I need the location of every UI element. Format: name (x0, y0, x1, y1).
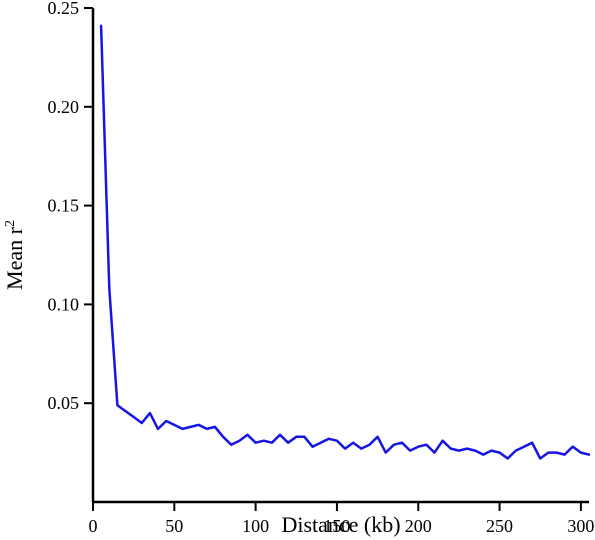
x-tick-label: 250 (486, 516, 513, 536)
series-line (99, 24, 591, 460)
y-tick-label: 0.20 (48, 97, 80, 117)
x-axis-title: Distance (kb) (281, 512, 400, 537)
y-axis-title-main: Mean r (2, 226, 27, 290)
y-axis-title: Mean r2 (2, 220, 27, 290)
y-tick-label: 0.15 (48, 196, 80, 216)
y-axis-title-superscript: 2 (3, 220, 18, 227)
x-tick-label: 300 (567, 516, 594, 536)
y-tick-label: 0.25 (48, 0, 80, 18)
x-tick-label: 150 (323, 516, 350, 536)
x-tick-label: 200 (405, 516, 432, 536)
x-tick-label: 100 (242, 516, 269, 536)
chart-axes (91, 8, 589, 504)
x-ticks: 0 50 100 150 200 250 300 (89, 502, 594, 536)
y-ticks: 0.05 0.10 0.15 0.20 0.25 (48, 0, 93, 413)
x-tick-label: 50 (165, 516, 183, 536)
y-tick-label: 0.10 (48, 294, 80, 314)
x-tick-label: 0 (89, 516, 98, 536)
y-tick-label: 0.05 (48, 393, 80, 413)
plot-series (99, 24, 591, 460)
